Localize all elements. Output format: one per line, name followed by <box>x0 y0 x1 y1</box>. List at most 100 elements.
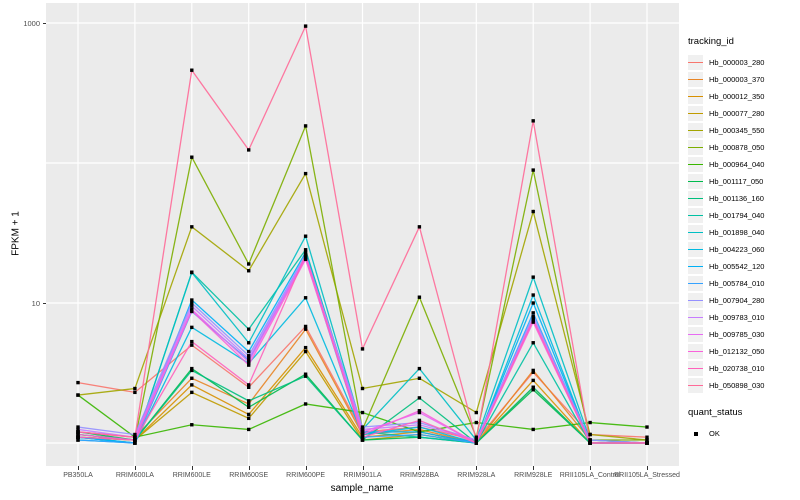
data-point <box>76 430 80 434</box>
data-point <box>303 345 308 350</box>
data-point <box>645 441 649 445</box>
data-point <box>531 388 535 392</box>
data-point <box>474 410 478 415</box>
data-point <box>190 325 194 330</box>
data-point <box>133 438 137 442</box>
data-point <box>247 427 251 432</box>
data-point <box>76 427 80 432</box>
legend-entry-label: Hb_001794_040 <box>709 211 765 220</box>
data-point <box>531 168 535 172</box>
legend-entry-label: Hb_005542_120 <box>709 262 765 271</box>
data-point <box>417 410 422 415</box>
data-point <box>303 24 308 28</box>
data-point <box>531 341 535 345</box>
data-point <box>76 425 80 429</box>
data-point <box>247 385 251 389</box>
x-tick-label: RRIM901LA <box>343 472 382 479</box>
data-point <box>247 262 251 266</box>
data-point <box>190 155 194 159</box>
legend-key-line-icon <box>688 378 703 393</box>
data-point <box>247 357 251 361</box>
x-tick-label: PB350LA <box>63 472 93 479</box>
x-tick-label: RRIM928BA <box>399 472 439 479</box>
legend-key-line-icon <box>688 140 703 155</box>
data-point <box>474 441 478 445</box>
data-point <box>190 366 194 371</box>
legend-entry-label: Hb_012132_050 <box>709 347 765 356</box>
data-point <box>303 248 308 252</box>
data-point <box>247 341 251 345</box>
data-point <box>531 293 535 297</box>
data-point <box>133 390 137 395</box>
data-point <box>417 427 422 432</box>
y-tick-label: 1000 <box>23 18 40 28</box>
data-point <box>190 304 194 308</box>
legend: tracking_id Hb_000003_280 Hb_000003_370 Hb… <box>688 36 798 442</box>
legend-entry-label: Hb_005784_010 <box>709 279 765 288</box>
legend-entry: Hb_050898_030 <box>688 377 798 394</box>
y-tick-mark <box>42 303 46 304</box>
legend-key-line-icon <box>688 344 703 359</box>
data-point <box>303 372 308 376</box>
x-tick-mark <box>134 466 136 470</box>
x-tick-label: RRIM928LA <box>457 472 496 479</box>
legend-title-quant-status: quant_status <box>688 407 743 418</box>
x-tick-mark <box>419 466 421 470</box>
data-point <box>133 441 137 445</box>
legend-entry-label: Hb_000964_040 <box>709 160 765 169</box>
legend-entry-label: Hb_000077_280 <box>709 109 765 118</box>
legend-key-line-icon <box>688 208 703 223</box>
legend-entry-ok: OK <box>688 425 798 442</box>
legend-entry: Hb_000345_550 <box>688 122 798 139</box>
data-point <box>133 386 137 391</box>
data-point <box>247 363 251 367</box>
data-point <box>303 257 308 262</box>
data-point <box>190 309 194 313</box>
legend-entry-label: Hb_000345_550 <box>709 126 765 135</box>
data-point <box>247 416 251 421</box>
legend-entry: Hb_020738_010 <box>688 360 798 377</box>
data-point <box>190 301 194 305</box>
legend-key-line-icon <box>688 225 703 240</box>
data-point <box>247 349 251 354</box>
data-point <box>190 68 194 72</box>
legend-entry: Hb_000878_050 <box>688 139 798 156</box>
data-point <box>531 301 535 305</box>
legend-entry-label: Hb_001117_050 <box>709 177 764 186</box>
data-point <box>360 435 365 439</box>
y-tick-mark <box>42 23 46 24</box>
data-point <box>360 410 365 415</box>
data-point <box>190 270 194 275</box>
legend-entry: Hb_005784_010 <box>688 275 798 292</box>
data-point <box>417 418 422 423</box>
legend-entry-label: Hb_000003_280 <box>709 58 765 67</box>
legend-entries: Hb_000003_280 Hb_000003_370 Hb_000012_350 H… <box>688 54 798 394</box>
legend-entry: Hb_001794_040 <box>688 207 798 224</box>
legend-entry: Hb_000012_350 <box>688 88 798 105</box>
legend-key-line-icon <box>688 123 703 138</box>
x-tick-mark <box>305 466 307 470</box>
data-point <box>190 225 194 229</box>
data-point <box>360 438 365 442</box>
legend-entry-label: Hb_004223_060 <box>709 245 765 254</box>
data-point <box>76 432 80 437</box>
data-point <box>474 438 478 442</box>
x-tick-mark <box>362 466 364 470</box>
data-point <box>645 425 649 429</box>
x-axis-title: sample_name <box>330 483 394 494</box>
legend-entry: Hb_009783_010 <box>688 309 798 326</box>
ok-point-icon <box>688 426 703 441</box>
legend-key-line-icon <box>688 157 703 172</box>
data-point <box>303 171 308 176</box>
data-point <box>417 425 422 429</box>
x-tick-label: RRIM600LA <box>115 472 154 479</box>
legend-entry: Hb_005542_120 <box>688 258 798 275</box>
data-point <box>360 427 365 432</box>
data-point <box>247 402 251 406</box>
legend-quant-status: quant_status OK <box>688 407 798 442</box>
data-point <box>247 405 251 409</box>
data-point <box>303 253 308 257</box>
plot-panel <box>46 3 679 466</box>
data-point <box>360 430 365 434</box>
legend-key-line-icon <box>688 89 703 104</box>
